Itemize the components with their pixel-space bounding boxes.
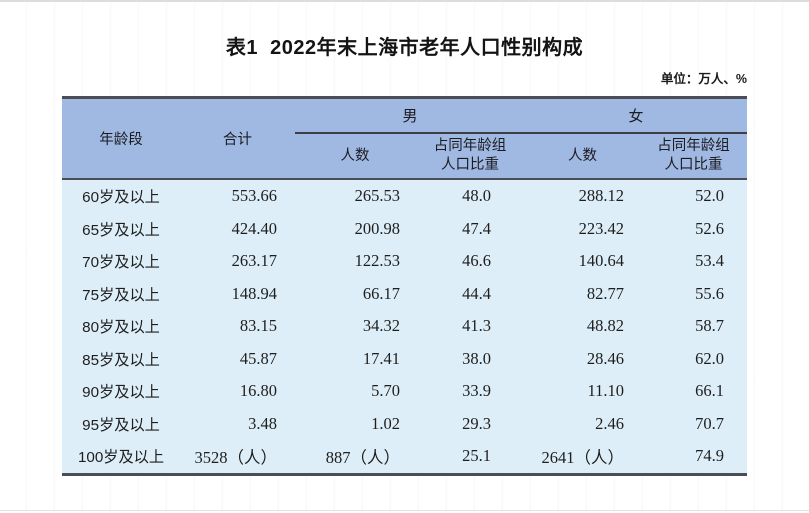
table-row: 60岁及以上 553.66 265.53 48.0 288.12 52.0	[62, 179, 747, 213]
male-count-cell: 17.41	[362, 348, 400, 368]
female-count-cell: 11.10	[587, 381, 625, 401]
header-male-group: 男	[295, 97, 526, 134]
male-count-cell: 1.02	[371, 413, 400, 433]
total-cell: 263.17	[231, 251, 277, 271]
total-cell: 83.15	[239, 316, 277, 336]
table-header: 年龄段 合计 男 女 人数 占同年龄组人口比重 人数 占同年龄组人口比重	[62, 97, 748, 179]
male-count-cell: 5.70	[371, 381, 400, 401]
male-count-cell: 122.53	[354, 251, 400, 271]
female-share-cell: 58.7	[695, 316, 725, 336]
female-count-cell: 2.46	[595, 413, 625, 433]
table-row: 85岁及以上 45.87 17.41 38.0 28.46 62.0	[62, 343, 747, 376]
total-cell: 553.66	[231, 186, 277, 206]
total-cell: 16.80	[239, 381, 277, 401]
male-share-cell: 48.0	[462, 186, 492, 206]
table-row: 100岁及以上 3528（人） 887（人） 25.1 2641（人） 74.9	[62, 440, 747, 474]
age-cell: 95岁及以上	[82, 416, 160, 434]
female-share-cell: 52.6	[695, 218, 725, 238]
header-female-group: 女	[525, 97, 748, 134]
female-count-cell: 2641（人）	[541, 448, 625, 468]
header-share-line1: 占同年龄组	[433, 138, 507, 154]
header-female-share: 占同年龄组 人口比重	[640, 133, 747, 179]
male-count-cell: 200.98	[354, 218, 400, 238]
unit-note: 单位：万人、%	[660, 72, 747, 86]
female-share-cell: 55.6	[695, 283, 725, 303]
header-share-line2: 人口比重	[441, 157, 499, 173]
male-count-cell: 34.32	[362, 316, 400, 336]
header-male-share: 占同年龄组 人口比重	[415, 133, 525, 179]
header-share-line1: 占同年龄组	[657, 138, 730, 154]
header-share-line2: 人口比重	[664, 157, 723, 173]
table-row: 80岁及以上 83.15 34.32 41.3 48.82 58.7	[62, 310, 747, 343]
male-share-cell: 41.3	[462, 316, 492, 336]
male-share-cell: 29.3	[462, 413, 492, 433]
male-count-cell: 265.53	[354, 186, 400, 206]
female-share-cell: 53.4	[695, 251, 725, 271]
male-share-cell: 47.4	[462, 218, 492, 238]
age-cell: 100岁及以上	[77, 449, 165, 467]
female-share-cell: 66.1	[695, 381, 725, 401]
total-cell: 424.40	[231, 218, 277, 238]
total-cell: 45.87	[239, 348, 277, 368]
table-body: 60岁及以上 553.66 265.53 48.0 288.12 52.0 65…	[62, 179, 748, 474]
female-count-cell: 223.42	[578, 218, 625, 238]
male-share-cell: 46.6	[462, 251, 492, 271]
male-count-cell: 66.17	[362, 283, 400, 303]
female-count-cell: 48.82	[586, 316, 625, 336]
female-share-cell: 62.0	[695, 348, 725, 368]
document-content: 表1 2022年末上海市老年人口性别构成 单位：万人、% 年龄段 合计 男 女 …	[0, 2, 809, 476]
age-cell: 85岁及以上	[82, 351, 160, 369]
header-total: 合计	[223, 132, 252, 148]
total-cell: 3528（人）	[194, 448, 278, 468]
table-row: 90岁及以上 16.80 5.70 33.9 11.10 66.1	[62, 375, 747, 408]
female-count-cell: 82.77	[586, 283, 625, 303]
table-row: 65岁及以上 424.40 200.98 47.4 223.42 52.6	[62, 213, 747, 246]
header-age-group: 年龄段	[99, 132, 143, 148]
table-row: 95岁及以上 3.48 1.02 29.3 2.46 70.7	[62, 408, 747, 441]
age-cell: 60岁及以上	[82, 189, 160, 207]
female-share-cell: 70.7	[695, 413, 725, 433]
male-share-cell: 33.9	[462, 381, 492, 401]
male-share-cell: 38.0	[462, 348, 492, 368]
population-table: 年龄段 合计 男 女 人数 占同年龄组人口比重 人数 占同年龄组人口比重 60岁…	[62, 96, 748, 476]
female-share-cell: 52.0	[695, 186, 725, 206]
female-share-cell: 74.9	[695, 446, 725, 466]
age-cell: 80岁及以上	[82, 319, 160, 337]
table-row: 75岁及以上 148.94 66.17 44.4 82.77 55.6	[62, 278, 747, 311]
male-share-cell: 44.4	[462, 283, 492, 303]
male-share-cell: 25.1	[462, 446, 492, 466]
age-cell: 90岁及以上	[82, 384, 160, 402]
age-cell: 75岁及以上	[82, 286, 160, 304]
female-count-cell: 140.64	[578, 251, 625, 271]
female-count-cell: 288.12	[578, 186, 625, 206]
table-row: 70岁及以上 263.17 122.53 46.6 140.64 53.4	[62, 245, 747, 278]
total-cell: 3.48	[248, 413, 277, 433]
table-title: 表1 2022年末上海市老年人口性别构成	[225, 37, 584, 59]
header-female-count: 人数	[568, 147, 598, 164]
age-cell: 65岁及以上	[82, 221, 160, 239]
total-cell: 148.94	[231, 283, 277, 303]
header-male-count: 人数	[340, 147, 370, 164]
male-count-cell: 887（人）	[325, 448, 400, 468]
age-cell: 70岁及以上	[82, 254, 160, 272]
page-bottom-rule	[0, 510, 809, 511]
female-count-cell: 28.46	[586, 348, 625, 368]
